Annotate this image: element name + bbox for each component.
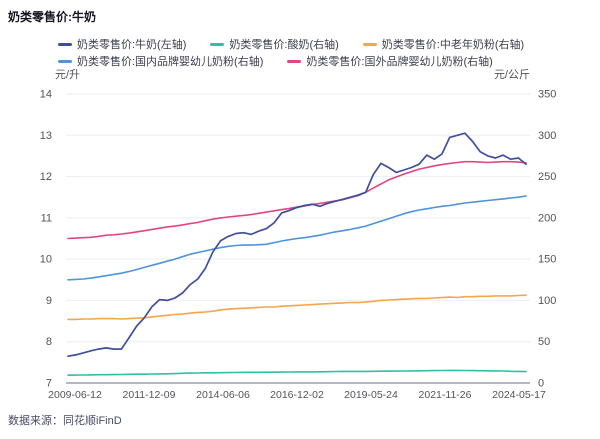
left-axis-label: 10: [40, 254, 52, 266]
series-line-0: [67, 132, 527, 358]
right-axis-label: 200: [538, 212, 556, 224]
left-axis-unit: 元/升: [55, 68, 80, 81]
series-line-4: [67, 160, 527, 240]
series-line-1: [67, 369, 527, 377]
left-axis-label: 14: [40, 89, 52, 101]
legend-item-senior-powder[interactable]: 奶类零售价:中老年奶粉(右轴): [362, 36, 525, 52]
legend-item-yogurt[interactable]: 奶类零售价:酸奶(右轴): [210, 36, 339, 52]
right-axis-unit: 元/公斤: [494, 68, 530, 81]
x-axis-label: 2011-12-09: [123, 389, 176, 401]
data-source: 数据来源：同花顺iFinD: [8, 415, 122, 427]
legend-row-1: 奶类零售价:牛奶(左轴) 奶类零售价:酸奶(右轴) 奶类零售价:中老年奶粉(右轴…: [58, 36, 548, 52]
x-axis-label: 2024-05-17: [492, 389, 546, 401]
right-axis-label: 150: [538, 254, 556, 266]
x-axis-label: 2016-12-02: [270, 389, 324, 401]
right-axis-label: 300: [538, 130, 556, 142]
left-axis-label: 11: [41, 212, 52, 224]
legend-swatch-foreign-infant-powder: [287, 59, 302, 63]
left-axis-label: 8: [46, 336, 52, 348]
right-axis-label: 250: [538, 171, 556, 183]
right-axis-label: 50: [538, 336, 550, 348]
legend-swatch-milk: [58, 42, 72, 46]
left-axis-label: 12: [40, 171, 52, 183]
right-axis-label: 350: [538, 89, 556, 101]
legend-swatch-senior-powder: [362, 42, 377, 46]
legend-row-2: 奶类零售价:国内品牌婴幼儿奶粉(右轴) 奶类零售价:国外品牌婴幼儿奶粉(右轴): [58, 53, 517, 69]
left-axis-label: 9: [46, 295, 52, 307]
right-axis-label: 0: [538, 378, 544, 390]
chart-title: 奶类零售价:牛奶: [8, 10, 96, 24]
legend-label-milk: 奶类零售价:牛奶(左轴): [77, 39, 187, 51]
series-line-3: [67, 195, 527, 281]
legend-label-domestic-infant-powder: 奶类零售价:国内品牌婴幼儿奶粉(右轴): [77, 56, 264, 68]
legend-item-domestic-infant-powder[interactable]: 奶类零售价:国内品牌婴幼儿奶粉(右轴): [58, 53, 263, 69]
legend-label-foreign-infant-powder: 奶类零售价:国外品牌婴幼儿奶粉(右轴): [306, 56, 493, 68]
series-line-2: [67, 294, 527, 321]
x-axis-label: 2019-05-24: [344, 389, 398, 401]
legend-label-senior-powder: 奶类零售价:中老年奶粉(右轴): [381, 39, 525, 51]
legend-swatch-domestic-infant-powder: [58, 59, 72, 63]
legend-label-yogurt: 奶类零售价:酸奶(右轴): [229, 39, 339, 51]
legend-item-foreign-infant-powder[interactable]: 奶类零售价:国外品牌婴幼儿奶粉(右轴): [287, 53, 493, 69]
x-axis-label: 2014-06-06: [196, 389, 250, 401]
left-axis-label: 13: [40, 130, 52, 142]
legend-item-milk[interactable]: 奶类零售价:牛奶(左轴): [58, 36, 186, 52]
x-axis-label: 2021-11-26: [419, 389, 472, 401]
left-axis-label: 7: [46, 378, 52, 390]
legend-swatch-yogurt: [210, 42, 225, 46]
x-axis-label: 2009-06-12: [48, 389, 102, 401]
right-axis-label: 100: [538, 295, 556, 307]
